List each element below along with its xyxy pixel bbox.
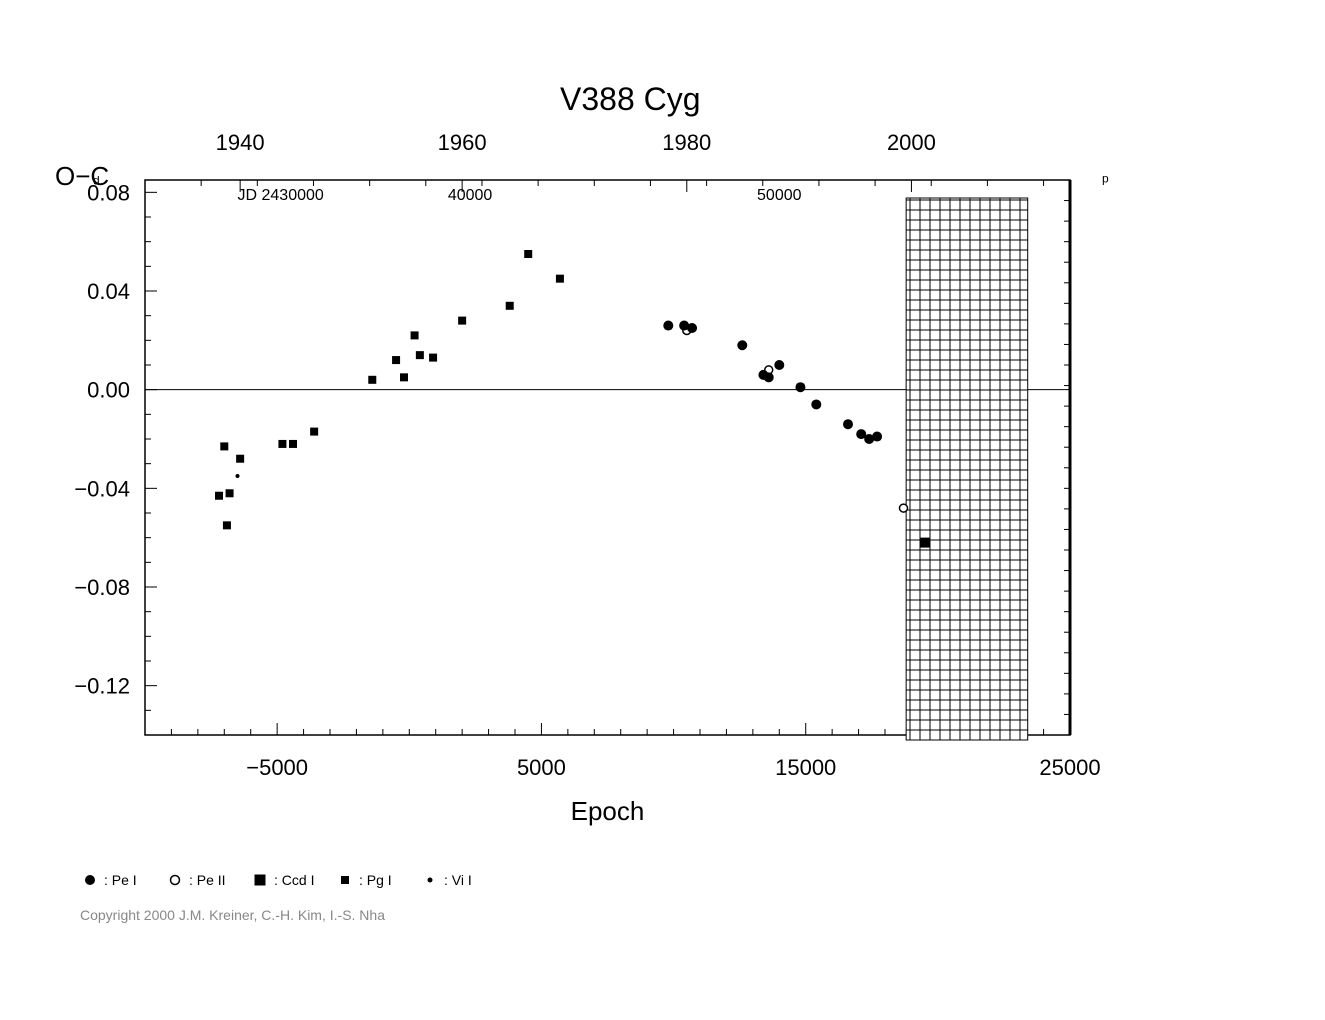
y-left-tick-label: −0.08 [74,575,130,600]
data-point [226,489,234,497]
data-point [289,440,297,448]
legend-label: : Ccd I [274,872,314,888]
data-point [416,351,424,359]
x-tick-label: 25000 [1039,755,1100,780]
data-point [368,376,376,384]
data-point [843,419,853,429]
jd-tick-label: 50000 [757,187,802,204]
y-left-tick-label: 0.00 [87,378,130,403]
data-point [400,373,408,381]
chart-title: V388 Cyg [560,81,701,117]
year-tick-label: 1960 [438,130,487,155]
legend-marker [255,875,266,886]
legend-label: : Pe I [104,872,137,888]
x-tick-label: 5000 [517,755,566,780]
data-point [220,442,228,450]
data-point [663,321,673,331]
data-point [811,399,821,409]
legend-label: : Vi I [444,872,472,888]
data-point [524,250,532,258]
copyright-text: Copyright 2000 J.M. Kreiner, C.-H. Kim, … [80,907,385,923]
x-tick-label: 15000 [775,755,836,780]
data-point [278,440,286,448]
data-point [236,474,240,478]
data-point [392,356,400,364]
hatched-region [906,198,1028,740]
year-tick-label: 1980 [662,130,711,155]
data-point [458,317,466,325]
year-tick-label: 2000 [887,130,936,155]
jd-tick-label: 40000 [448,187,493,204]
data-point [556,275,564,283]
year-tick-label: 1940 [216,130,265,155]
data-point [795,382,805,392]
data-point [764,372,774,382]
data-point [506,302,514,310]
data-point [223,521,231,529]
y-right-unit: p [1102,171,1109,185]
legend-label: : Pe II [189,872,226,888]
legend-marker [341,876,349,884]
data-point [411,331,419,339]
legend-marker [171,876,180,885]
legend-label: : Pg I [359,872,392,888]
data-point [920,538,930,548]
data-point [900,504,908,512]
data-point [429,354,437,362]
data-point [687,323,697,333]
x-axis-label: Epoch [571,796,645,826]
data-point [737,340,747,350]
y-left-unit: d [93,173,100,187]
data-point [310,428,318,436]
jd-label: JD 2430000 [238,187,324,204]
oc-diagram-chart: V388 CygO−C−500050001500025000Epoch19401… [0,0,1325,1020]
y-left-tick-label: −0.12 [74,674,130,699]
legend-marker [428,878,433,883]
data-point [872,432,882,442]
legend-marker [85,875,95,885]
data-point [215,492,223,500]
y-left-tick-label: 0.04 [87,279,130,304]
data-point [236,455,244,463]
x-tick-label: −5000 [246,755,308,780]
data-point [774,360,784,370]
y-left-tick-label: −0.04 [74,476,130,501]
